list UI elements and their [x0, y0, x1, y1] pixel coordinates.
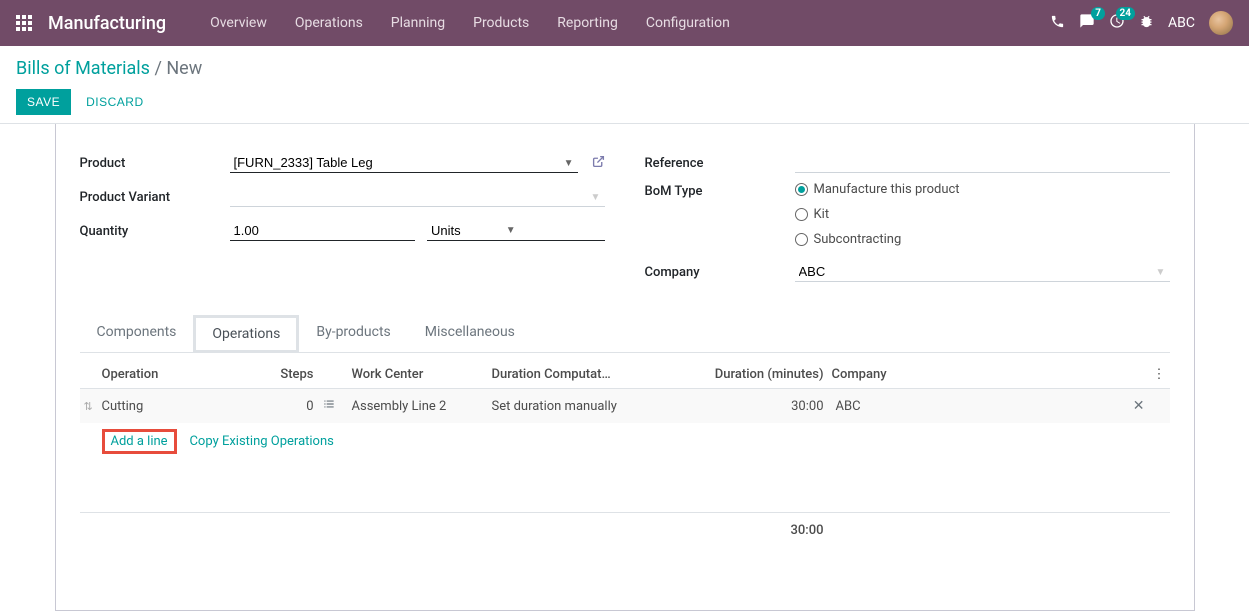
menu-products[interactable]: Products: [459, 15, 543, 31]
cell-workcenter[interactable]: Assembly Line 2: [348, 389, 488, 424]
menu-reporting[interactable]: Reporting: [543, 15, 632, 31]
activities-icon[interactable]: 24: [1109, 13, 1125, 33]
bomtype-opt2-label: Subcontracting: [814, 232, 902, 247]
breadcrumb-sep: /: [154, 58, 166, 79]
col-durcomp: Duration Computat…: [488, 361, 658, 389]
company-label: Company: [645, 265, 795, 280]
col-company: Company: [828, 361, 1119, 389]
cell-duration[interactable]: 30:00: [658, 389, 828, 424]
tab-components[interactable]: Components: [80, 315, 194, 352]
company-field[interactable]: [795, 262, 1170, 282]
messaging-icon[interactable]: 7: [1079, 13, 1095, 33]
breadcrumb-root[interactable]: Bills of Materials: [16, 58, 150, 79]
company-dropdown-icon[interactable]: ▼: [1156, 267, 1166, 278]
bomtype-opt1-label: Kit: [814, 207, 830, 222]
reference-field[interactable]: [795, 153, 1170, 173]
add-row: Add a line Copy Existing Operations: [80, 423, 1170, 462]
quantity-field[interactable]: [230, 221, 416, 241]
tab-misc[interactable]: Miscellaneous: [408, 315, 532, 352]
bomtype-subcontract[interactable]: Subcontracting: [795, 232, 902, 247]
variant-dropdown-icon[interactable]: ▼: [591, 192, 601, 203]
notebook: Components Operations By-products Miscel…: [80, 315, 1170, 586]
radio-unchecked-icon: [795, 208, 808, 221]
form-sheet: Product ▼ Product Variant ▼ Quantity: [55, 124, 1195, 611]
control-panel: Bills of Materials / New SAVE DISCARD: [0, 46, 1249, 124]
bomtype-manufacture[interactable]: Manufacture this product: [795, 182, 960, 197]
radio-checked-icon: [795, 183, 808, 196]
debug-icon[interactable]: [1139, 14, 1154, 33]
product-field[interactable]: [230, 153, 578, 173]
col-workcenter: Work Center: [348, 361, 488, 389]
top-menu: Overview Operations Planning Products Re…: [196, 15, 744, 31]
drag-handle-icon[interactable]: ⇅: [84, 400, 93, 413]
table-row[interactable]: ⇅ Cutting 0 Assembly Line 2 Set duration…: [80, 389, 1170, 424]
user-name[interactable]: ABC: [1168, 15, 1195, 31]
col-steps: Steps: [258, 361, 318, 389]
quantity-label: Quantity: [80, 224, 230, 239]
phone-icon[interactable]: [1050, 14, 1065, 33]
bomtype-label: BoM Type: [645, 182, 795, 199]
col-operation: Operation: [98, 361, 258, 389]
total-duration: 30:00: [658, 512, 828, 546]
delete-row-icon[interactable]: ✕: [1133, 398, 1145, 414]
breadcrumb: Bills of Materials / New: [16, 58, 1233, 79]
activities-badge: 24: [1116, 7, 1135, 20]
apps-icon[interactable]: [16, 15, 32, 31]
app-brand[interactable]: Manufacturing: [48, 13, 166, 34]
tab-operations[interactable]: Operations: [193, 315, 299, 353]
notebook-tabs: Components Operations By-products Miscel…: [80, 315, 1170, 353]
cell-operation[interactable]: Cutting: [98, 389, 258, 424]
add-line-link[interactable]: Add a line: [111, 434, 168, 449]
product-label: Product: [80, 156, 230, 171]
menu-planning[interactable]: Planning: [377, 15, 459, 31]
table-footer: 30:00: [80, 512, 1170, 546]
uom-dropdown-icon[interactable]: ▼: [506, 225, 516, 236]
cell-company[interactable]: ABC: [828, 389, 1119, 424]
menu-operations[interactable]: Operations: [281, 15, 377, 31]
discard-button[interactable]: DISCARD: [75, 89, 155, 115]
save-button[interactable]: SAVE: [16, 89, 71, 115]
breadcrumb-current: New: [166, 58, 202, 79]
product-dropdown-icon[interactable]: ▼: [564, 158, 574, 169]
topbar: Manufacturing Overview Operations Planni…: [0, 0, 1249, 46]
menu-configuration[interactable]: Configuration: [632, 15, 744, 31]
reference-label: Reference: [645, 156, 795, 171]
menu-overview[interactable]: Overview: [196, 15, 281, 31]
operations-table: Operation Steps Work Center Duration Com…: [80, 361, 1170, 586]
variant-field[interactable]: [230, 187, 605, 207]
user-avatar[interactable]: [1209, 11, 1233, 35]
steps-list-icon[interactable]: [322, 400, 336, 415]
col-duration: Duration (minutes): [658, 361, 828, 389]
external-link-icon[interactable]: [592, 155, 605, 172]
bomtype-opt0-label: Manufacture this product: [814, 182, 960, 197]
radio-unchecked-icon: [795, 233, 808, 246]
cell-steps[interactable]: 0: [258, 389, 318, 424]
tab-byproducts[interactable]: By-products: [299, 315, 407, 352]
columns-options-icon[interactable]: ⋮: [1149, 361, 1170, 389]
cell-durcomp[interactable]: Set duration manually: [488, 389, 658, 424]
messaging-badge: 7: [1091, 7, 1105, 20]
variant-label: Product Variant: [80, 190, 230, 205]
copy-existing-link[interactable]: Copy Existing Operations: [189, 434, 333, 449]
bomtype-kit[interactable]: Kit: [795, 207, 830, 222]
